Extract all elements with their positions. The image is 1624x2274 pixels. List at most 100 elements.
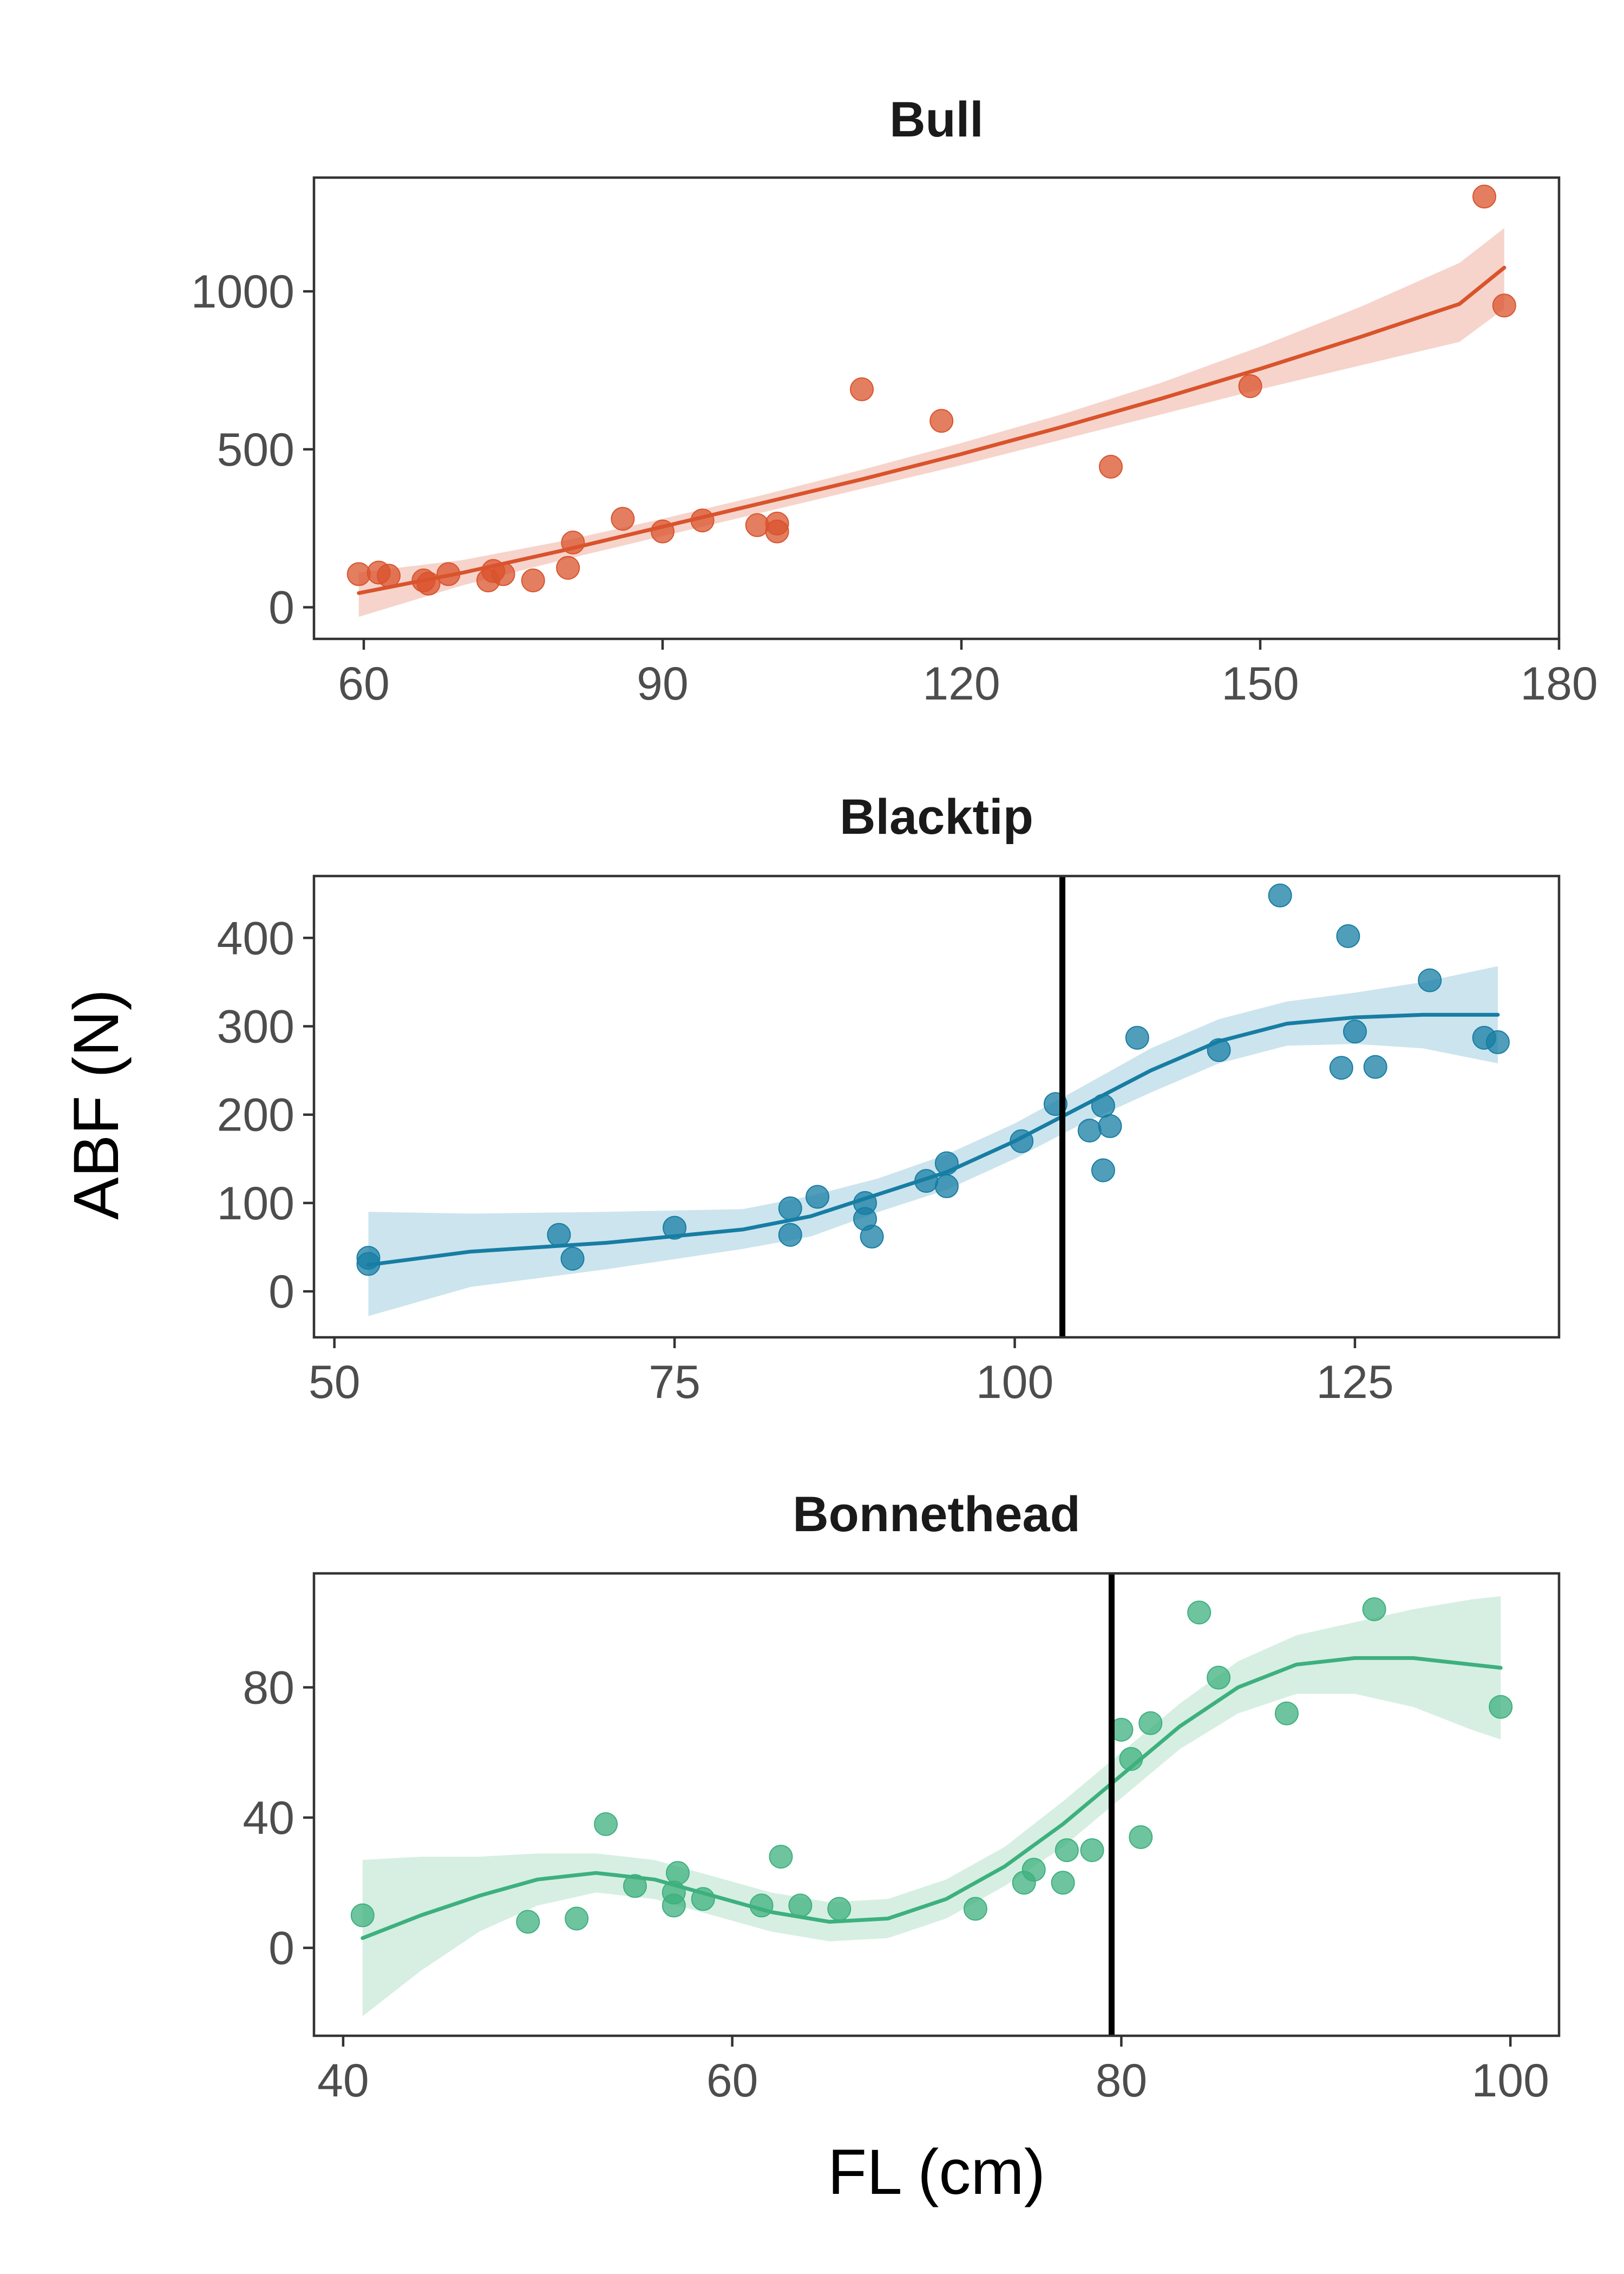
data-point-blacktip-11	[914, 1169, 939, 1193]
panel-frame-blacktip	[312, 874, 1561, 1339]
data-point-bull-23	[1492, 293, 1516, 318]
data-point-bonnethead-22	[1138, 1711, 1163, 1735]
data-point-blacktip-23	[1329, 1056, 1353, 1080]
data-point-bonnethead-26	[1362, 1597, 1386, 1622]
plot-area-bonnethead: 40 60 80 100 0 40 80	[243, 1572, 1561, 2107]
data-point-bonnethead-3	[594, 1812, 618, 1837]
x-tick-label-blacktip-75: 75	[649, 1356, 700, 1408]
data-point-blacktip-29	[1485, 1030, 1510, 1054]
data-point-bull-11	[561, 531, 585, 554]
x-tick-label-blacktip-100: 100	[976, 1356, 1054, 1408]
data-point-bull-13	[651, 519, 675, 544]
panel-bonnethead: Bonnethead 40 60 80 100 0 40 80	[243, 1487, 1561, 2107]
data-point-bull-14	[690, 508, 715, 533]
x-tick-label-bonnethead-40: 40	[317, 2055, 369, 2107]
y-tick-label-bull-500: 500	[217, 424, 295, 476]
data-point-bonnethead-8	[691, 1887, 715, 1911]
data-point-bonnethead-25	[1274, 1701, 1299, 1726]
data-point-blacktip-1	[356, 1252, 381, 1276]
data-point-bull-21	[1238, 374, 1262, 398]
data-point-blacktip-7	[806, 1185, 830, 1209]
y-axis-title: ABF (N)	[61, 989, 132, 1220]
x-tick-label-bull-120: 120	[922, 658, 1000, 710]
data-point-bonnethead-16	[1051, 1871, 1075, 1895]
data-point-bull-8	[491, 562, 515, 586]
panel-bull: Bull 60 90 120 150 180 0 500 1000	[191, 92, 1598, 710]
y-tick-label-blacktip-100: 100	[217, 1178, 295, 1230]
data-point-blacktip-18	[1091, 1094, 1115, 1118]
data-point-bull-2	[377, 564, 401, 588]
data-point-bonnethead-17	[1055, 1838, 1079, 1863]
y-tick-label-blacktip-400: 400	[217, 912, 295, 964]
data-point-blacktip-6	[778, 1223, 802, 1247]
data-point-bonnethead-15	[1021, 1858, 1046, 1882]
panel-title-bull: Bull	[889, 92, 984, 147]
data-point-bonnethead-9	[749, 1893, 774, 1918]
data-point-bonnethead-20	[1119, 1747, 1143, 1771]
data-point-bull-0	[346, 562, 371, 586]
x-tick-label-blacktip-125: 125	[1316, 1356, 1394, 1408]
data-point-bonnethead-10	[769, 1845, 793, 1869]
x-axis-title: FL (cm)	[828, 2136, 1045, 2208]
x-tick-label-bull-90: 90	[637, 658, 689, 710]
plot-area-bull: 60 90 120 150 180 0 500 1000	[191, 176, 1598, 710]
x-tick-label-blacktip-50: 50	[309, 1356, 361, 1408]
data-point-blacktip-25	[1343, 1020, 1367, 1044]
data-point-bonnethead-6	[662, 1880, 686, 1905]
data-point-bull-12	[611, 507, 635, 531]
data-point-bull-20	[1099, 455, 1123, 479]
data-point-blacktip-26	[1363, 1055, 1387, 1079]
data-point-bonnethead-18	[1080, 1838, 1104, 1863]
data-point-blacktip-13	[934, 1151, 959, 1175]
panel-title-bonnethead: Bonnethead	[793, 1487, 1081, 1542]
data-point-blacktip-21	[1207, 1038, 1231, 1062]
data-point-blacktip-20	[1125, 1025, 1149, 1050]
data-point-bonnethead-12	[827, 1897, 852, 1921]
data-point-bull-17	[765, 512, 789, 535]
data-point-bull-5	[436, 562, 461, 586]
panel-blacktip: Blacktip 50 75 100 125 0 100 200 300 400	[217, 789, 1561, 1408]
y-tick-label-blacktip-300: 300	[217, 1001, 295, 1053]
data-point-bonnethead-23	[1187, 1600, 1212, 1625]
data-point-blacktip-2	[547, 1223, 571, 1247]
data-point-bull-18	[850, 377, 874, 401]
panel-title-blacktip: Blacktip	[840, 789, 1033, 845]
data-point-bull-4	[416, 571, 441, 596]
data-point-bonnethead-21	[1129, 1825, 1153, 1850]
data-point-blacktip-24	[1336, 924, 1360, 948]
data-point-bonnethead-11	[788, 1893, 813, 1918]
data-point-blacktip-14	[1010, 1129, 1034, 1153]
data-point-bull-19	[929, 409, 954, 433]
x-tick-label-bonnethead-60: 60	[706, 2055, 758, 2107]
data-point-bull-22	[1472, 185, 1496, 208]
data-point-bonnethead-7	[666, 1861, 690, 1885]
y-tick-label-blacktip-200: 200	[217, 1089, 295, 1141]
data-point-blacktip-12	[934, 1174, 959, 1198]
data-point-bonnethead-0	[350, 1903, 375, 1927]
data-point-bull-10	[556, 556, 580, 580]
data-point-bonnethead-24	[1207, 1665, 1231, 1690]
data-point-bull-9	[521, 568, 545, 592]
data-point-bull-15	[745, 513, 769, 537]
x-tick-label-bull-150: 150	[1221, 658, 1299, 710]
y-tick-label-bonnethead-40: 40	[243, 1792, 294, 1844]
data-point-bonnethead-4	[623, 1874, 647, 1898]
x-tick-label-bonnethead-100: 100	[1471, 2055, 1549, 2107]
fit-line-bonnethead	[361, 1656, 1503, 1940]
data-point-blacktip-22	[1268, 883, 1292, 907]
data-point-blacktip-19	[1098, 1114, 1122, 1138]
data-point-blacktip-16	[1077, 1119, 1102, 1143]
plot-area-blacktip: 50 75 100 125 0 100 200 300 400	[217, 874, 1561, 1408]
x-tick-label-bull-60: 60	[338, 658, 390, 710]
panel-frame-bull	[312, 176, 1561, 641]
fit-line-bull	[357, 265, 1507, 595]
data-point-blacktip-17	[1091, 1158, 1115, 1182]
data-point-blacktip-4	[663, 1216, 687, 1240]
data-point-blacktip-3	[560, 1246, 585, 1271]
data-point-bonnethead-1	[516, 1910, 540, 1934]
data-point-bonnethead-27	[1489, 1695, 1513, 1719]
y-tick-label-blacktip-0: 0	[269, 1266, 294, 1318]
x-tick-label-bull-180: 180	[1520, 658, 1598, 710]
